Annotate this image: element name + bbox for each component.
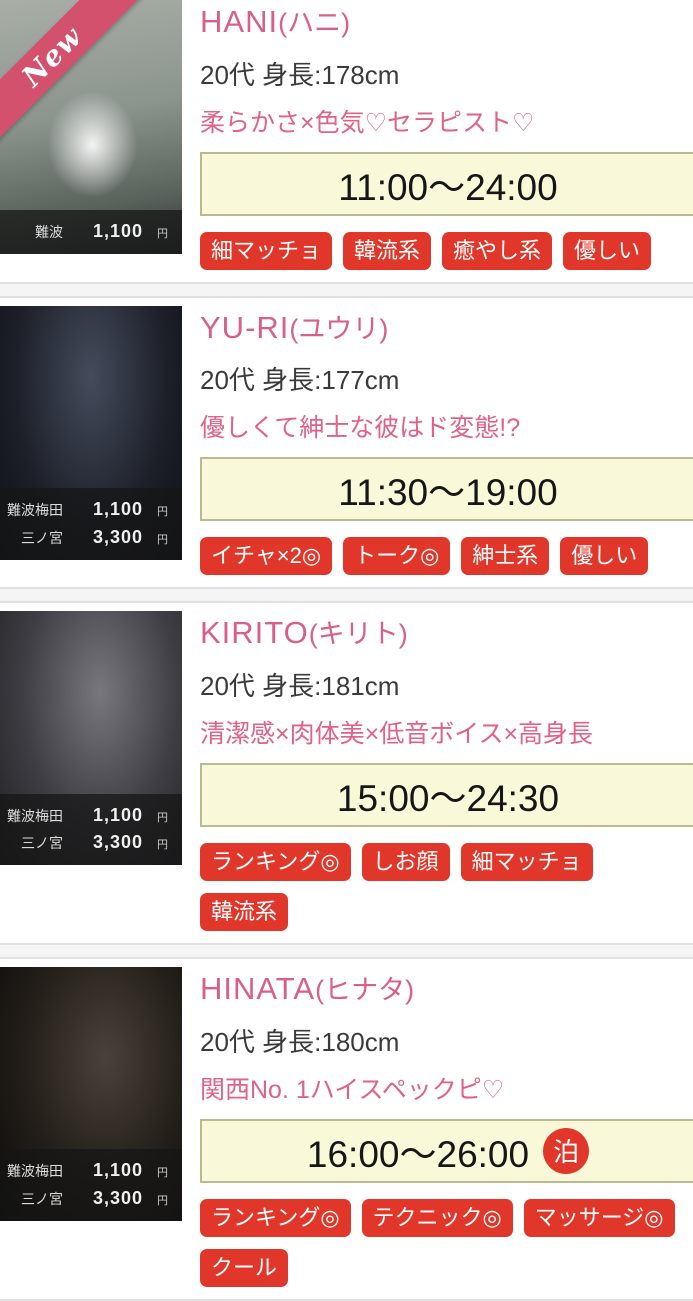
price-row: 三ノ宮 3,300 円 <box>0 524 168 552</box>
tag-button[interactable]: 韓流系 <box>200 892 289 931</box>
cast-photo[interactable]: 難波梅田 1,100 円 三ノ宮 3,300 円 <box>0 611 182 866</box>
cast-photo[interactable]: 難波梅田 1,100 円 三ノ宮 3,300 円 <box>0 305 182 560</box>
tag-button[interactable]: 優しい <box>560 537 649 576</box>
price-area-label: 難波梅田 <box>7 501 63 518</box>
cast-photo[interactable]: 難波梅田 1,100 円 三ノ宮 3,300 円 <box>0 966 182 1221</box>
tag-list: ランキング◎ テクニック◎ マッサージ◎ クール <box>200 1198 693 1287</box>
cast-catchphrase: 柔らかさ×色気♡セラピスト♡ <box>200 108 535 137</box>
tag-button[interactable]: 優しい <box>563 231 652 270</box>
cast-profile-card[interactable]: New 難波 1,100 円 HANI(ハニ) 20代 身長:178cm 柔らか… <box>0 0 693 284</box>
price-unit-label: 円 <box>157 811 168 824</box>
schedule-box: 11:00〜24:00 <box>200 151 693 216</box>
schedule-time: 15:00〜24:30 <box>336 777 560 819</box>
cast-name: HANI <box>200 4 279 39</box>
price-row: 難波 1,100 円 <box>0 218 168 246</box>
cast-age-height: 20代 身長:178cm <box>200 59 400 90</box>
price-area-label: 難波梅田 <box>7 807 63 824</box>
cast-age-height: 20代 身長:181cm <box>200 670 400 701</box>
overnight-badge: 泊 <box>543 1127 590 1174</box>
tag-button[interactable]: ランキング◎ <box>200 842 351 881</box>
cast-catchphrase: 優しくて紳士な彼はド変態!? <box>200 414 521 443</box>
cast-name-kana: (ヒナタ) <box>315 974 415 1005</box>
cast-photo[interactable]: New 難波 1,100 円 <box>0 0 182 254</box>
price-area-label: 三ノ宮 <box>21 529 63 546</box>
cast-details: KIRITO(キリト) 20代 身長:181cm 清潔感×肉体美×低音ボイス×高… <box>200 611 693 931</box>
cast-age-height: 20代 身長:180cm <box>200 1026 400 1057</box>
price-overlay: 難波梅田 1,100 円 三ノ宮 3,300 円 <box>0 487 182 560</box>
cast-details: HINATA(ヒナタ) 20代 身長:180cm 関西No. 1ハイスペックピ♡… <box>200 967 693 1287</box>
cast-name-link[interactable]: HANI(ハニ) <box>200 4 693 40</box>
price-value: 1,100 <box>92 804 143 825</box>
schedule-box: 11:30〜19:00 <box>200 457 693 522</box>
cast-details: YU-RI(ユウリ) 20代 身長:177cm 優しくて紳士な彼はド変態!? 1… <box>200 306 693 576</box>
price-area-label: 三ノ宮 <box>21 835 63 852</box>
price-unit-label: 円 <box>157 839 168 852</box>
price-unit-label: 円 <box>157 228 168 241</box>
cast-name-kana: (ハニ) <box>278 8 351 38</box>
tag-list: 細マッチョ 韓流系 癒やし系 優しい <box>200 231 693 270</box>
price-value: 3,300 <box>92 526 143 547</box>
price-row: 三ノ宮 3,300 円 <box>0 1185 168 1213</box>
tag-button[interactable]: トーク◎ <box>343 537 451 576</box>
cast-name-kana: (ユウリ) <box>289 313 389 344</box>
cast-name-kana: (キリト) <box>308 619 408 650</box>
tag-button[interactable]: 紳士系 <box>461 537 550 576</box>
cast-age-height: 20代 身長:177cm <box>200 365 400 396</box>
cast-profile-card[interactable]: 難波梅田 1,100 円 三ノ宮 3,300 円 HINATA(ヒナタ) 20代… <box>0 956 693 1301</box>
price-row: 三ノ宮 3,300 円 <box>0 829 168 857</box>
tag-button[interactable]: 細マッチョ <box>200 231 333 270</box>
price-value: 1,100 <box>92 1160 143 1181</box>
tag-button[interactable]: 韓流系 <box>343 231 432 270</box>
cast-name-link[interactable]: YU-RI(ユウリ) <box>200 310 693 346</box>
cast-details: HANI(ハニ) 20代 身長:178cm 柔らかさ×色気♡セラピスト♡ 11:… <box>200 0 693 270</box>
tag-button[interactable]: マッサージ◎ <box>523 1198 675 1237</box>
cast-name: KIRITO <box>200 615 309 651</box>
tag-list: ランキング◎ しお顔 細マッチョ韓流系 <box>200 842 693 931</box>
cast-profile-card[interactable]: 難波梅田 1,100 円 三ノ宮 3,300 円 YU-RI(ユウリ) 20代 … <box>0 295 693 590</box>
tag-button[interactable]: 癒やし系 <box>442 231 553 270</box>
tag-button[interactable]: ランキング◎ <box>200 1198 351 1237</box>
tag-list: イチャ×2◎ トーク◎ 紳士系 優しい <box>200 537 693 576</box>
cast-name: YU-RI <box>200 309 290 345</box>
price-overlay: 難波梅田 1,100 円 三ノ宮 3,300 円 <box>0 1149 182 1221</box>
price-row: 難波梅田 1,100 円 <box>0 802 168 830</box>
cast-name-link[interactable]: KIRITO(キリト) <box>200 615 693 651</box>
tag-button[interactable]: 細マッチョ <box>460 842 593 881</box>
schedule-box: 16:00〜26:00 泊 <box>200 1118 693 1183</box>
tag-button[interactable]: イチャ×2◎ <box>200 537 333 576</box>
price-unit-label: 円 <box>157 1167 168 1180</box>
schedule-time: 11:00〜24:00 <box>338 166 558 208</box>
tag-button[interactable]: クール <box>200 1248 289 1287</box>
price-row: 難波梅田 1,100 円 <box>0 1157 168 1185</box>
schedule-box: 15:00〜24:30 <box>200 762 693 827</box>
price-value: 3,300 <box>92 832 143 853</box>
tag-button[interactable]: しお顔 <box>361 842 450 881</box>
cast-name-link[interactable]: HINATA(ヒナタ) <box>200 971 693 1007</box>
tag-button[interactable]: テクニック◎ <box>361 1198 513 1237</box>
price-area-label: 難波梅田 <box>7 1163 63 1180</box>
price-overlay: 難波梅田 1,100 円 三ノ宮 3,300 円 <box>0 793 182 866</box>
cast-name: HINATA <box>200 970 316 1006</box>
price-unit-label: 円 <box>157 1195 168 1208</box>
price-unit-label: 円 <box>157 533 168 546</box>
price-row: 難波梅田 1,100 円 <box>0 496 168 524</box>
schedule-time: 16:00〜26:00 <box>306 1133 530 1175</box>
price-unit-label: 円 <box>157 505 168 518</box>
cast-catchphrase: 清潔感×肉体美×低音ボイス×高身長 <box>200 719 594 748</box>
cast-profile-card[interactable]: 難波梅田 1,100 円 三ノ宮 3,300 円 KIRITO(キリト) 20代… <box>0 601 693 945</box>
price-value: 3,300 <box>92 1188 143 1209</box>
cast-catchphrase: 関西No. 1ハイスペックピ♡ <box>200 1075 505 1104</box>
schedule-time: 11:30〜19:00 <box>338 472 558 514</box>
price-value: 1,100 <box>92 498 143 519</box>
price-value: 1,100 <box>92 221 143 242</box>
price-overlay: 難波 1,100 円 <box>0 210 182 254</box>
price-area-label: 難波 <box>35 224 63 241</box>
